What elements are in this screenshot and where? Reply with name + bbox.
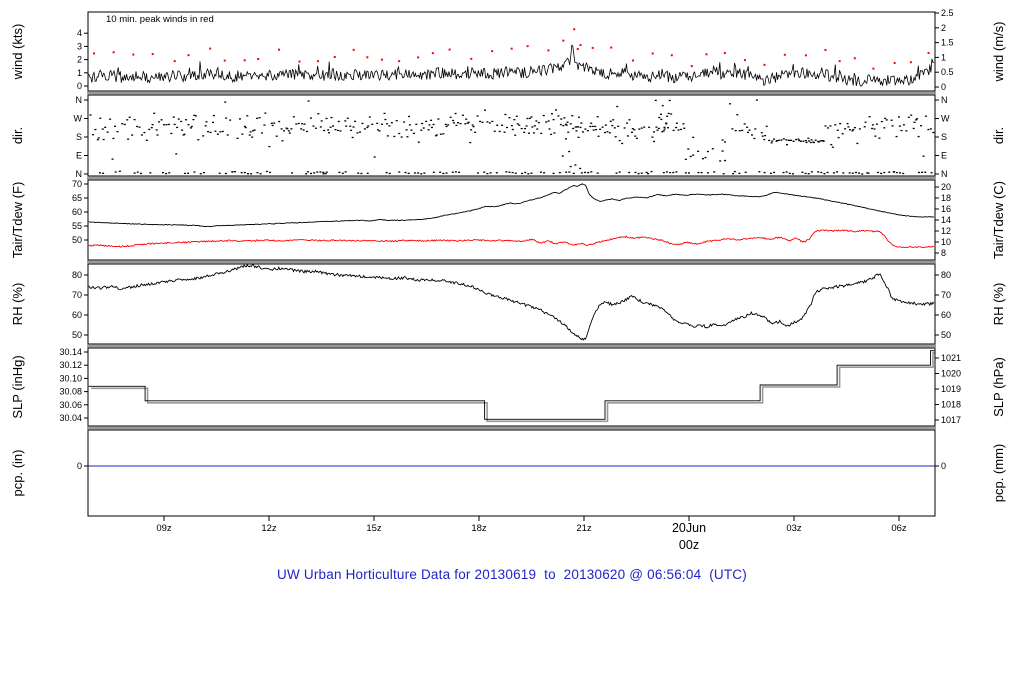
xtick-label: 09z xyxy=(156,523,172,534)
ytick-left-temperature: 55 xyxy=(72,221,82,231)
xtick-day-hour-label: 00z xyxy=(679,538,699,552)
ytick-left-pressure: 30.14 xyxy=(59,347,82,357)
ytick-right-humidity: 70 xyxy=(941,290,951,300)
panel-wind-speed xyxy=(88,28,935,87)
ytick-right-wind-dir: S xyxy=(941,132,947,142)
ytick-right-pressure: 1017 xyxy=(941,415,961,425)
ytick-right-wind-speed: 1 xyxy=(941,52,946,62)
ytick-left-wind-dir: S xyxy=(76,132,82,142)
ytick-left-humidity: 70 xyxy=(72,290,82,300)
ytick-right-temperature: 10 xyxy=(941,237,951,247)
ytick-right-humidity: 50 xyxy=(941,330,951,340)
ytick-left-wind-speed: 3 xyxy=(77,41,82,51)
xtick-label: 15z xyxy=(366,523,382,534)
axis-label-left-precip: pcp. (in) xyxy=(10,450,25,497)
ytick-left-humidity: 80 xyxy=(72,270,82,280)
panel-frame-pressure xyxy=(87,347,936,427)
ytick-left-wind-speed: 1 xyxy=(77,68,82,78)
ytick-right-temperature: 18 xyxy=(941,193,951,203)
ytick-left-pressure: 30.08 xyxy=(59,387,82,397)
ytick-left-pressure: 30.10 xyxy=(59,373,82,383)
chart-title: UW Urban Horticulture Data for 20130619 … xyxy=(277,567,747,582)
axis-label-left-wind-speed: wind (kts) xyxy=(10,24,25,81)
ytick-right-temperature: 20 xyxy=(941,182,951,192)
ytick-left-pressure: 30.04 xyxy=(59,413,82,423)
axis-label-left-humidity: RH (%) xyxy=(10,283,25,326)
axis-label-left-temperature: Tair/Tdew (F) xyxy=(10,182,25,259)
ytick-left-wind-speed: 2 xyxy=(77,55,82,65)
panel-pressure xyxy=(88,350,935,423)
axis-label-left-pressure: SLP (inHg) xyxy=(10,355,25,418)
panel-humidity xyxy=(88,264,935,341)
series-wind-peaks xyxy=(93,28,930,70)
ytick-left-wind-dir: W xyxy=(74,114,83,124)
ytick-left-wind-speed: 4 xyxy=(77,28,82,38)
ytick-right-pressure: 1020 xyxy=(941,369,961,379)
ytick-left-pressure: 30.06 xyxy=(59,400,82,410)
ytick-right-temperature: 8 xyxy=(941,248,946,258)
ytick-right-temperature: 14 xyxy=(941,215,951,225)
xtick-label: 12z xyxy=(261,523,277,534)
panel-frame-temperature xyxy=(87,179,936,261)
panel-frame-precip xyxy=(87,429,936,517)
ytick-right-pressure: 1018 xyxy=(941,400,961,410)
panel-temperature xyxy=(88,183,935,249)
peak-winds-note: 10 min. peak winds in red xyxy=(106,14,214,25)
ytick-right-wind-dir: N xyxy=(941,169,948,179)
ytick-right-wind-speed: 0.5 xyxy=(941,67,954,77)
axis-label-right-humidity: RH (%) xyxy=(991,283,1006,326)
ytick-left-humidity: 60 xyxy=(72,310,82,320)
axis-label-right-wind-speed: wind (m/s) xyxy=(991,22,1006,83)
ytick-left-humidity: 50 xyxy=(72,330,82,340)
meteogram-chart: 10 min. peak winds in red0123400.511.522… xyxy=(10,8,1006,552)
ytick-left-temperature: 70 xyxy=(72,179,82,189)
ytick-right-precip: 0 xyxy=(941,461,946,471)
ytick-left-precip: 0 xyxy=(77,461,82,471)
ytick-left-wind-dir: N xyxy=(76,169,83,179)
axis-label-right-precip: pcp. (mm) xyxy=(991,444,1006,503)
xtick-label: 03z xyxy=(786,523,802,534)
ytick-right-wind-speed: 0 xyxy=(941,82,946,92)
ytick-left-temperature: 50 xyxy=(72,235,82,245)
ytick-right-humidity: 60 xyxy=(941,310,951,320)
ytick-left-pressure: 30.12 xyxy=(59,360,82,370)
xtick-label: 06z xyxy=(891,523,907,534)
ytick-right-pressure: 1021 xyxy=(941,353,961,363)
panel-frame-humidity xyxy=(87,263,936,345)
ytick-right-wind-speed: 2 xyxy=(941,23,946,33)
ytick-right-pressure: 1019 xyxy=(941,384,961,394)
ytick-right-temperature: 16 xyxy=(941,204,951,214)
ytick-left-wind-dir: N xyxy=(76,95,83,105)
ytick-right-wind-dir: W xyxy=(941,114,950,124)
ytick-left-wind-speed: 0 xyxy=(77,81,82,91)
ytick-right-humidity: 80 xyxy=(941,270,951,280)
panel-wind-dir xyxy=(89,99,935,175)
ytick-right-wind-speed: 1.5 xyxy=(941,38,954,48)
xtick-label: 21z xyxy=(576,523,592,534)
axis-label-right-temperature: Tair/Tdew (C) xyxy=(991,181,1006,259)
axis-label-right-pressure: SLP (hPa) xyxy=(991,357,1006,417)
panel-frame-wind-speed xyxy=(87,11,936,92)
ytick-right-wind-speed: 2.5 xyxy=(941,8,954,18)
panel-frame-wind-dir xyxy=(87,94,936,177)
ytick-right-wind-dir: E xyxy=(941,151,947,161)
ytick-left-wind-dir: E xyxy=(76,151,82,161)
axis-label-right-wind-dir: dir. xyxy=(991,127,1006,144)
ytick-right-temperature: 12 xyxy=(941,226,951,236)
ytick-left-temperature: 60 xyxy=(72,207,82,217)
xtick-day-label: 20Jun xyxy=(672,521,706,535)
ytick-left-temperature: 65 xyxy=(72,193,82,203)
axis-label-left-wind-dir: dir. xyxy=(10,127,25,144)
ytick-right-wind-dir: N xyxy=(941,95,948,105)
xtick-label: 18z xyxy=(471,523,487,534)
